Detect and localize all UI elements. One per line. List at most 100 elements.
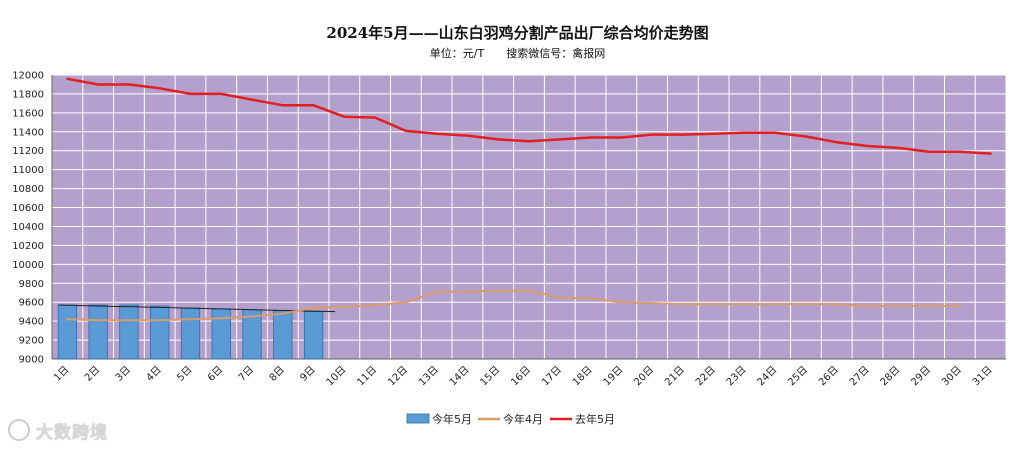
point-last-year — [620, 136, 623, 139]
point-last-year — [712, 132, 715, 135]
y-tick-label: 10600 — [12, 203, 44, 214]
watermark-icon — [8, 419, 30, 441]
point-april — [712, 302, 715, 306]
bar — [119, 304, 139, 360]
x-tick-label: 25日 — [786, 364, 810, 388]
point-april — [66, 318, 69, 321]
legend: 今年5月 今年4月 去年5月 — [406, 412, 615, 426]
point-last-year — [989, 152, 992, 155]
bar — [273, 310, 293, 360]
point-last-year — [527, 140, 531, 143]
point-april — [96, 318, 100, 322]
point-last-year — [220, 92, 223, 96]
x-tick-label: 31日 — [971, 364, 995, 388]
y-tick-label: 10400 — [12, 222, 44, 233]
point-last-year — [497, 138, 500, 141]
chart-title: 2024年5月——山东白羽鸡分割产品出厂综合均价走势图 — [326, 24, 709, 42]
y-tick-label: 12000 — [12, 71, 44, 82]
line-path — [67, 289, 960, 322]
y-tick-label: 11800 — [12, 89, 44, 100]
y-tick-label: 11200 — [12, 146, 44, 157]
point-april — [650, 301, 654, 305]
x-tick-label: 19日 — [602, 364, 626, 388]
y-tick-label: 11600 — [12, 108, 44, 119]
point-april — [835, 302, 838, 306]
x-tick-label: 18日 — [571, 364, 595, 388]
point-last-year — [681, 133, 685, 136]
x-tick-label: 8日 — [268, 364, 287, 383]
legend-label: 今年4月 — [503, 412, 543, 426]
y-tick-label: 9200 — [19, 336, 44, 347]
x-tick-label: 1日 — [52, 364, 71, 383]
point-last-year — [250, 98, 254, 101]
x-tick-label: 16日 — [509, 364, 533, 388]
point-april — [681, 302, 685, 306]
y-axis: 9000 9200 9400 9600 9800 10000 10200 10400 10600… — [12, 71, 44, 366]
point-april — [281, 312, 285, 315]
point-last-year — [96, 83, 100, 86]
point-last-year — [158, 87, 161, 90]
bar-top-line-path — [58, 304, 336, 313]
point-last-year — [435, 132, 438, 135]
y-tick-label: 9800 — [19, 279, 44, 290]
x-tick-label: 5日 — [175, 364, 194, 383]
line-series-last-year-may — [66, 77, 992, 155]
point-last-year — [373, 116, 377, 119]
legend-swatch-bar — [406, 413, 430, 424]
y-tick-label: 11000 — [12, 165, 44, 176]
x-tick-label: 17日 — [540, 364, 564, 388]
x-tick-label: 12日 — [386, 364, 410, 388]
y-tick-label: 9400 — [19, 317, 44, 328]
point-last-year — [650, 133, 654, 136]
legend-label: 今年5月 — [432, 412, 472, 426]
point-last-year — [897, 146, 900, 150]
bar — [180, 307, 201, 360]
x-tick-label: 11日 — [355, 364, 379, 388]
y-tick-label: 10000 — [12, 260, 44, 271]
x-tick-label: 29日 — [909, 364, 933, 388]
x-tick-label: 23日 — [725, 364, 749, 388]
y-tick-label: 10200 — [12, 241, 44, 252]
x-tick-label: 28日 — [879, 364, 903, 388]
point-april — [404, 301, 408, 304]
bar — [57, 304, 78, 360]
point-last-year — [66, 77, 69, 80]
point-last-year — [927, 150, 931, 153]
bar — [211, 308, 231, 360]
point-april — [466, 290, 469, 293]
point-april — [773, 302, 777, 306]
point-last-year — [866, 144, 869, 148]
x-tick-label: 13日 — [417, 364, 441, 388]
point-april — [497, 289, 500, 293]
y-tick-label: 10800 — [12, 184, 44, 195]
point-april — [866, 304, 869, 308]
plot-area — [52, 75, 1006, 359]
line-series-april — [66, 289, 962, 322]
point-april — [127, 318, 131, 322]
unit-label: 单位：元/T — [429, 47, 485, 60]
bar-top-line — [58, 304, 336, 313]
x-tick-label: 7日 — [237, 364, 256, 383]
x-tick-label: 14日 — [448, 364, 472, 388]
point-april — [589, 297, 592, 300]
x-tick-label: 20日 — [632, 364, 656, 388]
x-tick-label: 26日 — [817, 364, 841, 388]
point-last-year — [189, 92, 192, 96]
x-tick-label: 6日 — [206, 364, 225, 383]
point-april — [312, 306, 315, 310]
point-last-year — [466, 134, 469, 137]
point-last-year — [558, 138, 561, 141]
point-april — [527, 289, 531, 293]
point-april — [189, 318, 192, 321]
point-last-year — [404, 129, 408, 133]
point-april — [158, 318, 161, 322]
x-tick-label: 9日 — [298, 364, 317, 383]
point-april — [620, 301, 623, 304]
point-april — [558, 296, 561, 299]
x-tick-label: 30日 — [940, 364, 964, 388]
point-last-year — [804, 135, 808, 138]
point-last-year — [743, 131, 746, 134]
point-last-year — [127, 83, 131, 86]
x-tick-label: 3日 — [114, 364, 133, 383]
